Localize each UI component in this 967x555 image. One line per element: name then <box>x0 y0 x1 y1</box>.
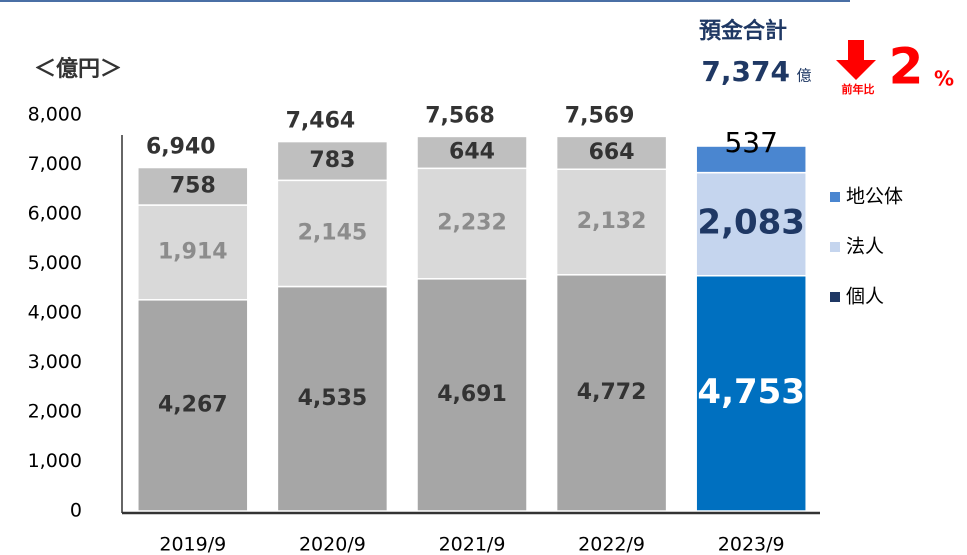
bar-segment <box>276 285 389 512</box>
total-label: 6,940 <box>146 134 216 159</box>
bar-segment <box>555 168 668 276</box>
headline-title: 預金合計 <box>699 18 787 44</box>
y-tick-label: 4,000 <box>28 302 82 324</box>
value-label: 537 <box>724 126 777 159</box>
value-label: 2,132 <box>577 209 647 234</box>
value-label: 4,535 <box>298 386 368 411</box>
bar-segment <box>137 166 249 206</box>
total-label: 7,568 <box>425 103 495 128</box>
bar-segment <box>276 179 389 288</box>
y-tick-label: 2,000 <box>28 401 82 423</box>
total-label: 7,464 <box>286 109 356 134</box>
value-label: 4,691 <box>437 382 507 407</box>
value-label: 4,772 <box>577 380 647 405</box>
bar-segment <box>137 204 249 301</box>
bar-segment <box>416 167 528 280</box>
down-arrow <box>836 40 876 80</box>
y-tick-label: 8,000 <box>28 104 82 126</box>
value-label: 2,145 <box>298 220 368 245</box>
legend-label: 地公体 <box>846 186 903 208</box>
x-tick-label: 2021/9 <box>439 534 506 555</box>
y-tick-label: 1,000 <box>28 450 82 472</box>
value-label: 783 <box>309 148 355 173</box>
headline-unit: 億 <box>796 67 811 85</box>
legend-swatch <box>830 242 840 252</box>
bar-segment <box>416 278 528 512</box>
x-tick-label: 2023/9 <box>718 534 785 555</box>
bar-segment <box>695 171 807 277</box>
change-label: 前年比 <box>842 82 875 96</box>
legend-swatch <box>830 192 840 202</box>
legend-label: 個人 <box>846 286 884 308</box>
headline-total: 7,374 <box>701 55 790 88</box>
x-tick-label: 2022/9 <box>578 534 645 555</box>
bar-segment <box>416 135 528 170</box>
total-label: 7,569 <box>565 103 635 128</box>
value-label: 1,914 <box>158 239 228 264</box>
value-label: 644 <box>449 139 495 164</box>
bar-segment <box>555 135 668 171</box>
bar-segment <box>695 145 807 174</box>
bar-segment <box>695 274 807 512</box>
value-label: 664 <box>589 140 635 165</box>
value-label: 4,753 <box>697 372 805 412</box>
value-label: 2,232 <box>437 211 507 236</box>
unit-label: ＜億円＞ <box>34 56 122 82</box>
y-tick-label: 6,000 <box>28 203 82 225</box>
y-tick-label: 7,000 <box>28 153 82 175</box>
value-label: 758 <box>170 173 216 198</box>
x-tick-label: 2019/9 <box>159 534 226 555</box>
legend-swatch <box>830 292 840 302</box>
legend-label: 法人 <box>846 236 884 258</box>
value-label: 2,083 <box>697 203 805 243</box>
y-tick-label: 3,000 <box>28 351 82 373</box>
change-value: 2 <box>889 38 924 96</box>
change-unit: % <box>934 67 954 91</box>
x-tick-label: 2020/9 <box>299 534 366 555</box>
bar-segment <box>555 274 668 512</box>
y-tick-label: 5,000 <box>28 252 82 274</box>
bar-segment <box>276 140 389 182</box>
bar-segment <box>137 299 249 512</box>
value-label: 4,267 <box>158 392 228 417</box>
y-tick-label: 0 <box>70 500 82 522</box>
